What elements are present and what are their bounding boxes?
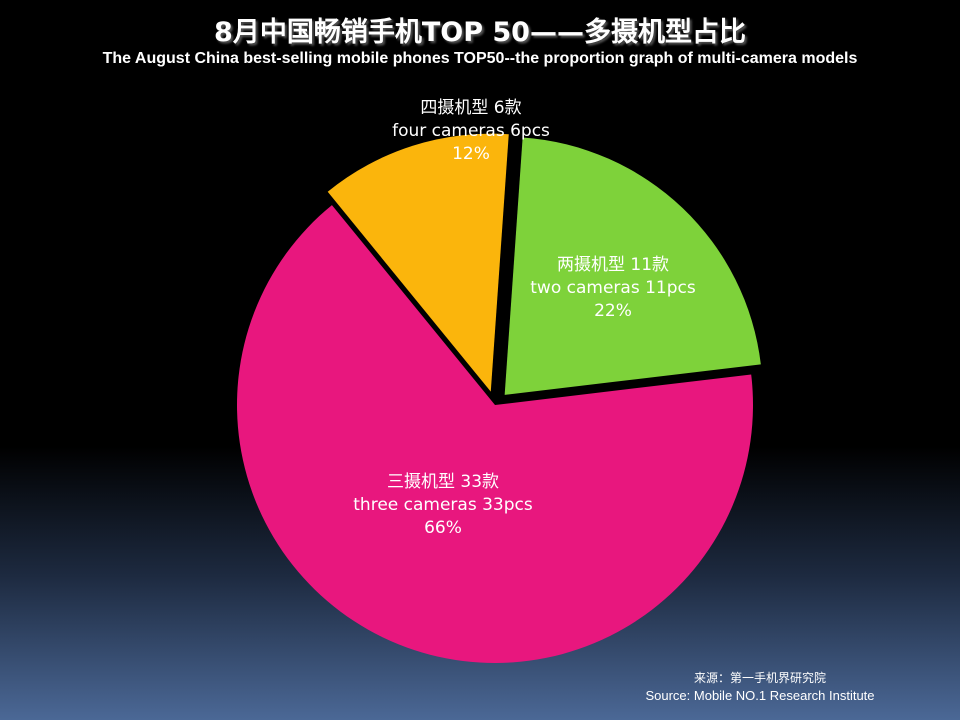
slice-label-two-cameras: 两摄机型 11款 two cameras 11pcs 22% (530, 255, 696, 321)
source-cn: 来源：第一手机界研究院 (693, 671, 826, 685)
slice-percent-four-cameras: 12% (452, 144, 490, 164)
pie-slice-three-cameras (237, 205, 754, 663)
source-en: Source: Mobile NO.1 Research Institute (645, 688, 875, 703)
pie-slice-two-cameras (504, 137, 761, 395)
slice-label-en-three-cameras: three cameras 33pcs (353, 495, 533, 515)
slice-label-cn-two-cameras: 两摄机型 11款 (557, 255, 669, 275)
slice-label-four-cameras: 四摄机型 6款 four cameras 6pcs 12% (392, 98, 550, 164)
pie-slice-four-cameras (327, 133, 509, 392)
slice-percent-three-cameras: 66% (424, 518, 462, 538)
slice-label-three-cameras: 三摄机型 33款 three cameras 33pcs 66% (353, 472, 533, 538)
chart-subtitle: The August China best-selling mobile pho… (102, 50, 858, 67)
slice-label-cn-four-cameras: 四摄机型 6款 (420, 98, 521, 118)
slice-label-en-four-cameras: four cameras 6pcs (392, 121, 550, 141)
slice-label-en-two-cameras: two cameras 11pcs (530, 278, 696, 298)
slice-label-cn-three-cameras: 三摄机型 33款 (387, 472, 499, 492)
chart-title: 8月中国畅销手机TOP 50——多摄机型占比 (214, 17, 746, 48)
slice-percent-two-cameras: 22% (594, 301, 632, 321)
